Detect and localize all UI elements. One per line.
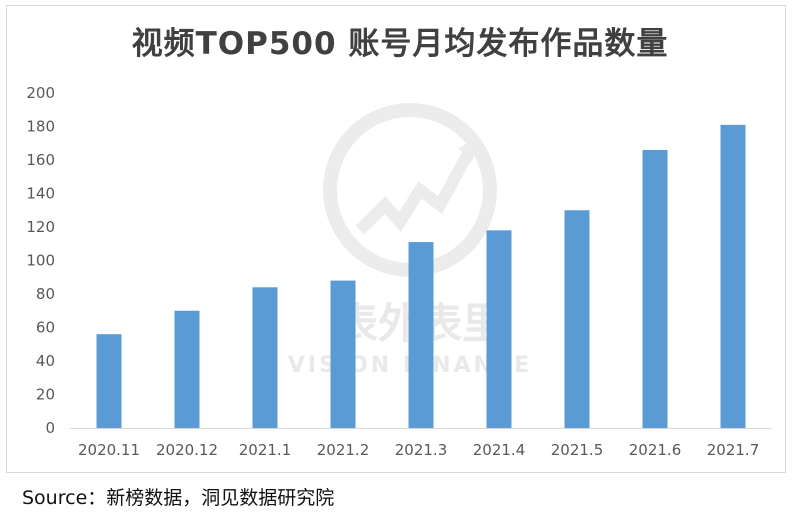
y-axis: 0 20 40 60 80 100 120 140 160 180 200 — [26, 84, 55, 437]
x-tick-label: 2021.3 — [395, 441, 448, 459]
x-tick-label: 2021.4 — [473, 441, 526, 459]
x-tick-label: 2020.11 — [78, 441, 140, 459]
y-tick-label: 180 — [26, 118, 55, 136]
y-tick-label: 80 — [36, 285, 55, 303]
y-tick-label: 20 — [36, 386, 55, 404]
bar-2020.12 — [174, 310, 200, 428]
y-tick-label: 40 — [36, 352, 55, 370]
x-tick-label: 2021.5 — [551, 441, 604, 459]
y-tick-label: 200 — [26, 84, 55, 102]
x-tick-label: 2021.6 — [629, 441, 682, 459]
bar-2021.2 — [330, 280, 356, 428]
source-caption: Source：新榜数据，洞见数据研究院 — [22, 487, 335, 509]
bar-2021.4 — [486, 230, 512, 428]
bar-2021.6 — [642, 149, 668, 428]
y-tick-label: 0 — [45, 419, 55, 437]
x-axis: 2020.11 2020.12 2021.1 2021.2 2021.3 2021.4 20… — [78, 441, 759, 459]
x-tick-label: 2021.7 — [707, 441, 760, 459]
chart-title: 视频TOP500 账号月均发布作品数量 — [131, 26, 669, 62]
y-tick-label: 140 — [26, 185, 55, 203]
y-tick-label: 60 — [36, 319, 55, 337]
bar-2021.5 — [564, 210, 590, 428]
bar-2021.7 — [720, 124, 746, 428]
bar-2021.3 — [408, 242, 434, 428]
x-tick-label: 2020.12 — [156, 441, 218, 459]
y-tick-label: 100 — [26, 252, 55, 270]
bar-2020.11 — [96, 334, 122, 428]
bar-2021.1 — [252, 287, 278, 428]
y-tick-label: 120 — [26, 218, 55, 236]
x-tick-label: 2021.2 — [317, 441, 370, 459]
x-tick-label: 2021.1 — [239, 441, 292, 459]
bars — [96, 124, 746, 428]
y-tick-label: 160 — [26, 151, 55, 169]
